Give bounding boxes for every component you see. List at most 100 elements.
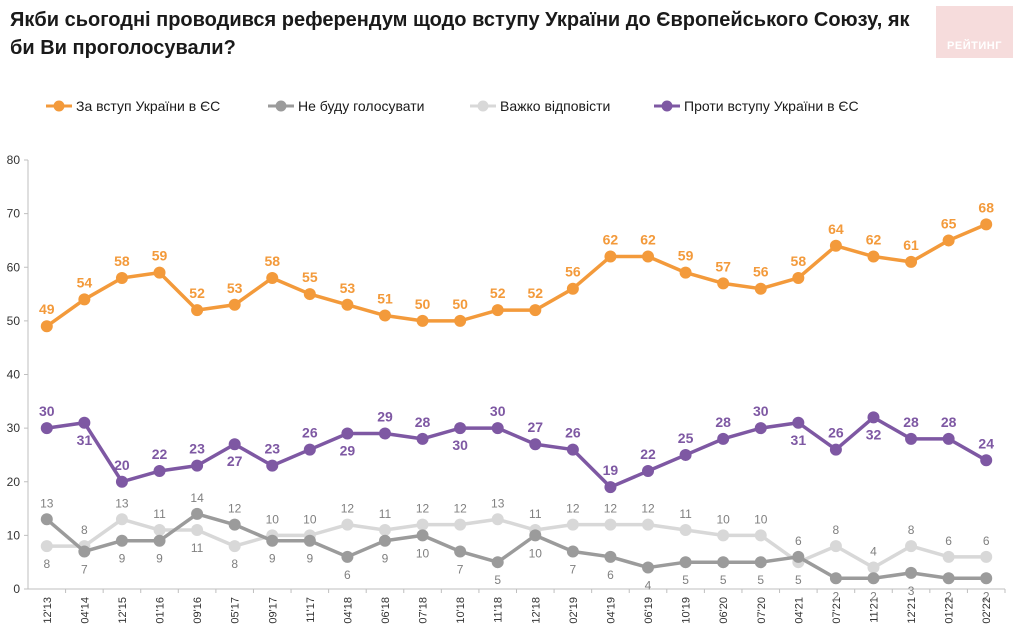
data-point	[228, 298, 241, 311]
x-tick-label: 02'19	[568, 597, 580, 624]
data-label: 59	[678, 248, 694, 264]
data-label: 10	[416, 546, 430, 560]
data-point	[905, 566, 918, 579]
data-point	[341, 427, 354, 440]
x-tick-label: 01'22	[944, 597, 956, 624]
data-point	[491, 556, 504, 569]
data-point	[905, 540, 918, 553]
data-label: 8	[231, 557, 238, 571]
data-point	[303, 534, 316, 547]
data-point	[792, 271, 805, 284]
data-label: 51	[377, 291, 393, 307]
data-label: 25	[678, 430, 694, 446]
y-tick-label: 0	[13, 582, 20, 596]
series-line	[45, 512, 987, 581]
data-label: 6	[945, 534, 952, 548]
data-point	[717, 556, 730, 569]
y-tick-label: 40	[7, 368, 21, 382]
data-point	[642, 465, 655, 478]
data-point	[566, 443, 579, 456]
data-point	[266, 534, 279, 547]
data-label: 30	[490, 403, 506, 419]
data-label: 53	[340, 280, 356, 296]
data-point	[566, 282, 579, 295]
legend: За вступ України в ЄС Не буду голосувати В…	[46, 98, 859, 114]
x-tick-label: 05'17	[230, 597, 242, 624]
data-label: 6	[607, 568, 614, 582]
data-label: 5	[682, 573, 689, 587]
data-label: 5	[757, 573, 764, 587]
chart-series	[40, 218, 993, 585]
data-label: 13	[40, 496, 54, 510]
data-point	[980, 550, 993, 563]
rating-logo: РЕЙТИНГ	[936, 6, 1013, 58]
data-label: 12	[228, 502, 242, 516]
data-point	[115, 271, 128, 284]
data-label: 7	[457, 562, 464, 576]
data-point	[378, 534, 391, 547]
x-tick-label: 11'18	[493, 597, 505, 623]
data-label: 11	[153, 507, 166, 521]
data-point	[529, 529, 542, 542]
data-label: 52	[189, 285, 205, 301]
data-point	[529, 304, 542, 317]
data-label: 56	[753, 264, 769, 280]
y-tick-label: 50	[7, 314, 21, 328]
legend-marker	[53, 100, 65, 112]
series-line	[46, 517, 987, 570]
data-point	[191, 459, 204, 472]
data-point	[115, 475, 128, 488]
data-label: 62	[603, 232, 619, 248]
legend-marker	[275, 100, 287, 112]
data-label: 4	[870, 545, 877, 559]
data-label: 8	[833, 523, 840, 537]
data-label: 64	[828, 221, 844, 237]
data-label: 62	[640, 232, 656, 248]
data-label: 52	[490, 285, 506, 301]
data-point	[905, 432, 918, 445]
data-label: 50	[415, 296, 431, 312]
y-tick-label: 80	[7, 153, 21, 167]
legend-entry: Важко відповісти	[500, 98, 610, 114]
data-label: 5	[720, 573, 727, 587]
data-label: 23	[264, 441, 280, 457]
x-tick-label: 07'18	[418, 597, 430, 624]
data-point	[40, 540, 53, 553]
y-tick-label: 60	[7, 260, 21, 274]
data-point	[642, 561, 655, 574]
data-label: 23	[189, 441, 205, 457]
legend-entry: Не буду голосувати	[298, 98, 424, 114]
data-label: 58	[114, 253, 130, 269]
x-tick-label: 10'18	[455, 597, 467, 624]
data-label: 26	[565, 425, 581, 441]
data-label: 2	[833, 589, 840, 603]
legend-entry: Проти вступу України в ЄС	[684, 98, 859, 114]
data-label: 24	[978, 435, 994, 451]
data-point	[679, 524, 692, 537]
data-point	[228, 518, 241, 531]
data-point	[341, 298, 354, 311]
data-point	[78, 416, 91, 429]
data-label: 54	[77, 274, 93, 290]
data-label: 10	[529, 546, 543, 560]
data-label: 52	[527, 285, 543, 301]
data-label: 58	[791, 253, 807, 269]
data-point	[679, 556, 692, 569]
x-tick-label: 04'19	[605, 597, 617, 624]
data-label: 28	[903, 414, 919, 430]
y-tick-label: 30	[7, 421, 21, 435]
x-tick-label: 09'16	[192, 597, 204, 624]
data-point	[228, 438, 241, 451]
data-point	[153, 465, 166, 478]
data-label: 31	[77, 432, 93, 448]
data-point	[604, 550, 617, 563]
data-label: 2	[870, 589, 877, 603]
data-point	[266, 459, 279, 472]
data-label: 65	[941, 215, 957, 231]
data-point	[416, 518, 429, 531]
data-label: 22	[152, 446, 168, 462]
data-label: 5	[795, 573, 802, 587]
x-tick-label: 12'21	[906, 597, 918, 624]
data-label: 8	[908, 523, 915, 537]
